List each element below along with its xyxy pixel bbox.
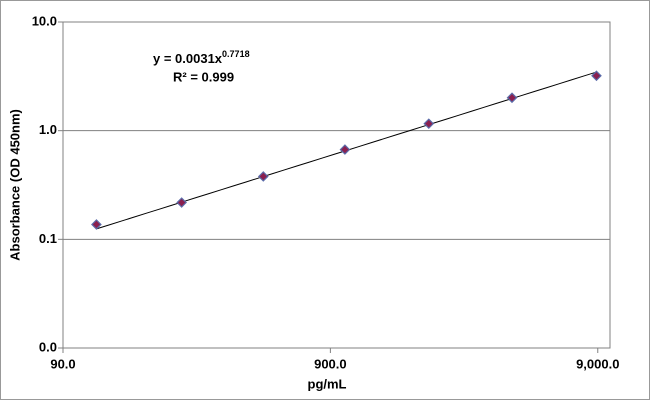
data-point bbox=[506, 92, 518, 104]
x-tick-label: 900.0 bbox=[314, 356, 347, 371]
y-tick-label: 0.0 bbox=[39, 339, 57, 354]
equation: y = 0.0031x0.7718 bbox=[153, 49, 250, 66]
data-point bbox=[423, 118, 435, 130]
r-squared: R² = 0.999 bbox=[173, 69, 234, 84]
data-point bbox=[176, 197, 187, 208]
equation-text: y = 0.0031x bbox=[153, 51, 223, 66]
data-point bbox=[591, 70, 602, 82]
x-axis-title: pg/mL bbox=[308, 376, 347, 391]
y-tick-label: 10.0 bbox=[32, 13, 57, 28]
x-tick-label: 9,000.0 bbox=[576, 356, 619, 371]
equation-exponent: 0.7718 bbox=[222, 49, 250, 59]
x-tick-label: 90.0 bbox=[50, 356, 75, 371]
data-point bbox=[339, 144, 351, 155]
plot-area bbox=[62, 21, 611, 349]
y-axis-title: Absorbance (OD 450nm) bbox=[7, 109, 22, 261]
y-tick-label: 1.0 bbox=[39, 122, 57, 137]
data-point bbox=[257, 171, 269, 182]
data-point bbox=[91, 219, 102, 230]
y-tick-label: 0.1 bbox=[39, 231, 57, 246]
